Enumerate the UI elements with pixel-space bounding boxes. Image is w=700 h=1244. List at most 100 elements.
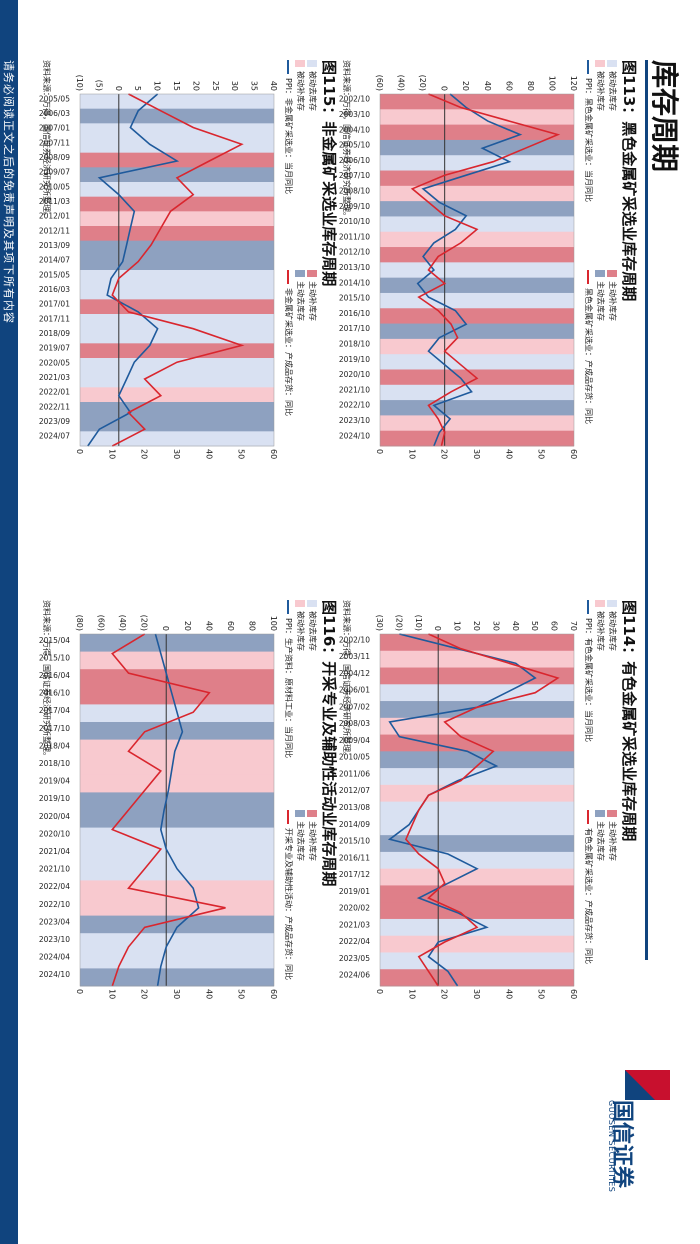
phase-band — [80, 211, 274, 227]
x-axis-tick: 2022/04 — [339, 937, 370, 946]
x-axis-tick: 2015/04 — [39, 636, 70, 645]
x-axis-tick: 2005/05 — [39, 94, 70, 103]
phase-band — [80, 898, 274, 917]
phase-band — [80, 108, 274, 124]
left-axis-tick: (20) — [394, 615, 403, 631]
phase-band — [380, 400, 574, 416]
phase-band — [80, 226, 274, 242]
x-axis-tick: 2009/10 — [339, 202, 370, 211]
phase-band — [380, 684, 574, 702]
phase-band — [80, 968, 274, 987]
phase-band — [380, 851, 574, 870]
x-axis-tick: 2017/11 — [39, 314, 70, 323]
phase-band — [380, 835, 574, 853]
phase-band — [380, 818, 574, 836]
right-axis-tick: 60 — [269, 449, 278, 459]
left-axis-tick: 40 — [204, 621, 213, 631]
left-axis-tick: (30) — [375, 615, 384, 631]
phase-band — [80, 328, 274, 344]
x-axis-tick: 2003/10 — [339, 110, 370, 119]
x-axis-tick: 2024/10 — [339, 431, 370, 440]
phase-band — [80, 651, 274, 670]
left-axis-tick: 60 — [226, 621, 235, 631]
x-axis-tick: 2008/03 — [339, 719, 370, 728]
x-axis-tick: 2020/10 — [39, 829, 70, 838]
left-axis-tick: 5 — [133, 86, 142, 91]
phase-band — [80, 792, 274, 811]
left-axis-tick: (40) — [397, 75, 406, 91]
left-axis-tick: 20 — [183, 621, 192, 631]
phase-band — [80, 686, 274, 705]
right-axis-tick: 10 — [107, 989, 116, 999]
left-axis-tick: 20 — [472, 621, 481, 631]
plot-frame — [79, 633, 275, 987]
x-axis-tick: 2018/10 — [339, 340, 370, 349]
x-axis-tick: 2011/03 — [39, 197, 70, 206]
right-axis-tick: 50 — [537, 449, 546, 459]
x-axis-tick: 2015/10 — [339, 837, 370, 846]
left-axis-tick: 0 — [114, 86, 123, 91]
x-axis-tick: 2017/01 — [39, 300, 70, 309]
phase-band — [380, 969, 574, 987]
phase-band — [380, 292, 574, 309]
phase-band — [80, 739, 274, 758]
phase-band — [380, 124, 574, 141]
x-axis-tick: 2021/03 — [339, 920, 370, 929]
x-axis-tick: 2022/11 — [39, 402, 70, 411]
phase-band — [380, 170, 574, 187]
phase-band — [380, 667, 574, 685]
phase-band — [80, 827, 274, 846]
x-axis-tick: 2023/05 — [339, 954, 370, 963]
left-axis-tick: 0 — [433, 626, 442, 631]
phase-band — [380, 231, 574, 248]
x-axis-tick: 2020/10 — [339, 370, 370, 379]
left-axis-tick: 15 — [172, 81, 181, 91]
right-axis-tick: 40 — [204, 449, 213, 459]
phase-band — [380, 751, 574, 769]
x-axis-tick: 2019/10 — [39, 794, 70, 803]
left-axis-tick: 40 — [483, 81, 492, 91]
series-line-red — [110, 633, 226, 987]
phase-band — [80, 933, 274, 952]
left-axis-tick: 50 — [530, 621, 539, 631]
x-axis-tick: 2007/10 — [339, 171, 370, 180]
phase-band — [80, 416, 274, 432]
plot-frame — [379, 633, 575, 987]
x-axis-tick: 2011/10 — [339, 232, 370, 241]
x-axis-tick: 2016/04 — [39, 671, 70, 680]
phase-band — [380, 308, 574, 325]
series-line-blue — [154, 633, 200, 987]
right-axis-tick: 0 — [375, 449, 384, 454]
x-axis-tick: 2024/10 — [39, 970, 70, 979]
right-axis-tick: 30 — [472, 989, 481, 999]
x-axis-tick: 2015/10 — [339, 294, 370, 303]
left-axis-tick: 60 — [504, 81, 513, 91]
right-axis-tick: 20 — [140, 449, 149, 459]
x-axis-tick: 2012/07 — [339, 786, 370, 795]
phase-band — [80, 722, 274, 741]
left-axis-tick: 0 — [440, 86, 449, 91]
phase-band — [380, 885, 574, 903]
phase-band — [380, 868, 574, 886]
x-axis-tick: 2003/11 — [339, 652, 370, 661]
x-axis-tick: 2007/02 — [339, 702, 370, 711]
x-axis-tick: 2021/03 — [39, 373, 70, 382]
x-axis-tick: 2006/01 — [339, 686, 370, 695]
right-axis-tick: 30 — [472, 449, 481, 459]
phase-band — [380, 634, 574, 652]
x-axis-tick: 2020/05 — [39, 358, 70, 367]
page-title: 库存周期 — [648, 60, 681, 173]
x-axis-tick: 2024/07 — [39, 432, 70, 441]
x-axis-tick: 2017/10 — [339, 324, 370, 333]
right-axis-tick: 50 — [237, 449, 246, 459]
chart-source: 资料来源：万得，国信证券经济研究所整理。 — [342, 600, 351, 760]
x-axis-tick: 2016/10 — [339, 309, 370, 318]
left-axis-tick: 80 — [526, 81, 535, 91]
phase-band — [80, 862, 274, 881]
phase-band — [380, 384, 574, 401]
phase-band — [80, 94, 274, 110]
series-line-red — [404, 633, 560, 987]
right-axis-tick: 10 — [407, 449, 416, 459]
phase-band — [380, 768, 574, 786]
